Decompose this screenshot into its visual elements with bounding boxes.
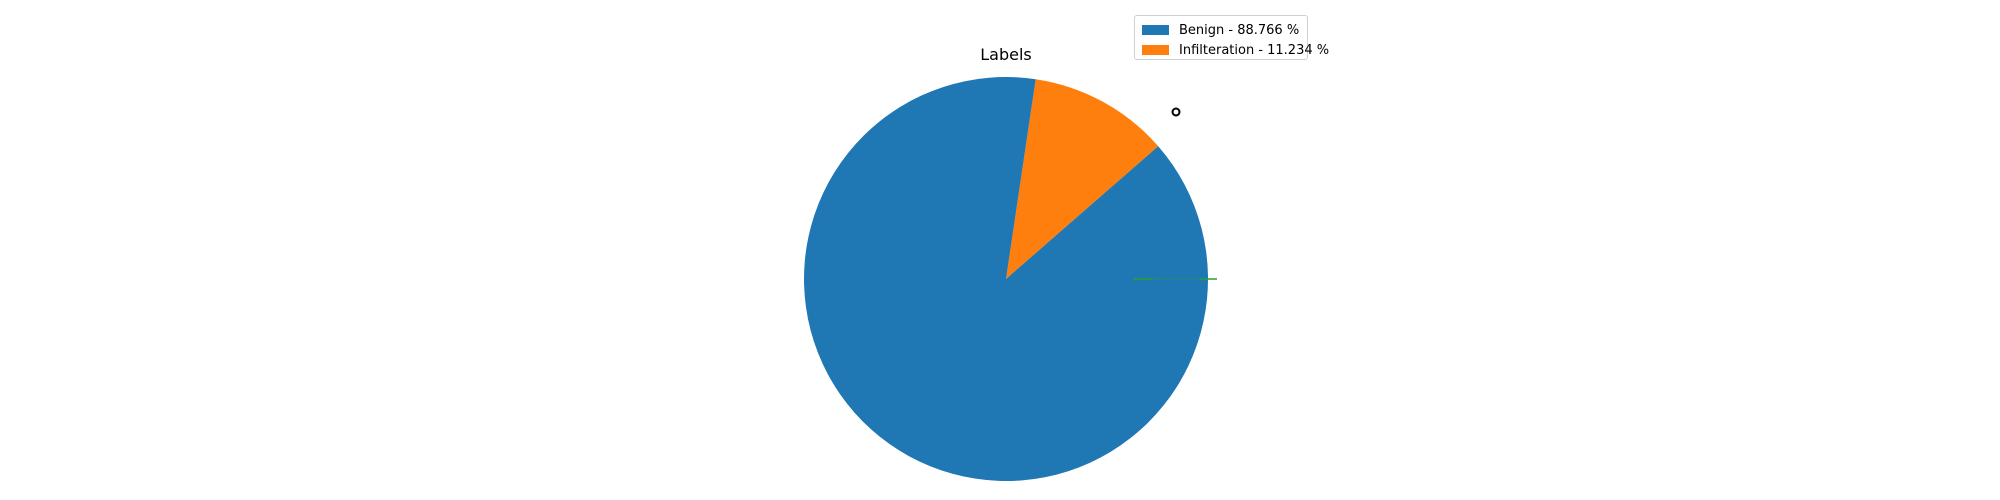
marker-point [1171,107,1181,117]
extra-series [1133,107,1217,280]
legend-item-infilteration: Infilteration - 11.234 % [1142,40,1329,60]
legend-label-benign: Benign - 88.766 % [1179,22,1300,38]
legend-item-benign: Benign - 88.766 % [1142,20,1300,40]
chart-title: Labels [980,45,1032,64]
pie-slice-benign [804,77,1208,482]
legend-swatch-benign [1142,25,1169,35]
legend: Benign - 88.766 % Infilteration - 11.234… [1134,15,1329,60]
legend-label-infilteration: Infilteration - 11.234 % [1179,42,1330,58]
pie-slices [804,77,1208,482]
pie-slice-infilteration [1006,79,1159,280]
legend-swatch-infilteration [1142,45,1169,55]
